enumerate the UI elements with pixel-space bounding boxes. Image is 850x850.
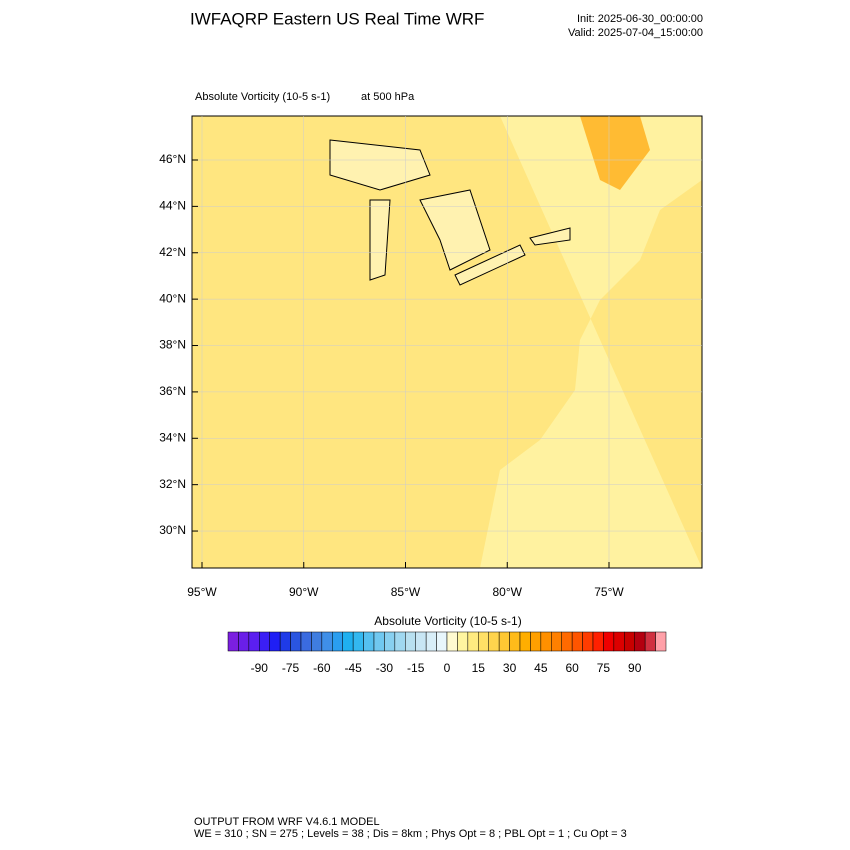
- lon-tick-label: 75°W: [594, 585, 624, 599]
- lat-tick-label: 36°N: [159, 384, 186, 398]
- lat-tick-label: 34°N: [159, 430, 186, 444]
- colorbar-tick-label: -45: [344, 661, 362, 675]
- map-frame: [191, 115, 703, 569]
- ocean: [480, 116, 702, 568]
- colorbar-box: [342, 631, 354, 652]
- lon-tick-label: 80°W: [493, 585, 523, 599]
- colorbar-box: [603, 631, 615, 652]
- colorbar-box: [311, 631, 323, 652]
- init-time: Init: 2025-06-30_00:00:00: [577, 13, 703, 25]
- valid-time: Valid: 2025-07-04_15:00:00: [568, 27, 703, 39]
- lat-tick-label: 46°N: [159, 152, 186, 166]
- colorbar-box: [394, 631, 406, 652]
- colorbar-box: [519, 631, 531, 652]
- colorbar-box: [332, 631, 343, 652]
- colorbar-box: [373, 631, 385, 652]
- colorbar-box: [561, 631, 573, 652]
- colorbar-box: [592, 631, 604, 652]
- colorbar-tick-label: -90: [251, 661, 269, 675]
- level-label: at 500 hPa: [361, 91, 415, 103]
- colorbar-box: [634, 631, 646, 652]
- colorbar-tick-label: 75: [597, 661, 611, 675]
- lake-michigan: [369, 199, 391, 281]
- lon-tick-label: 90°W: [289, 585, 319, 599]
- colorbar-box: [290, 631, 302, 652]
- colorbar-box: [530, 631, 542, 652]
- colorbar-box: [279, 631, 291, 652]
- colorbar-box: [363, 631, 375, 652]
- colorbar-box: [478, 631, 489, 652]
- lon-tick-label: 95°W: [187, 585, 217, 599]
- colorbar-box: [415, 631, 427, 652]
- lake-superior: [329, 139, 431, 191]
- footer-line: OUTPUT FROM WRF V4.6.1 MODEL: [194, 816, 380, 828]
- lat-tick-label: 44°N: [159, 199, 186, 213]
- colorbar-tick-label: 30: [503, 661, 517, 675]
- colorbar-box: [655, 631, 667, 652]
- colorbar-box: [425, 631, 437, 652]
- colorbar-tick-label: 15: [472, 661, 486, 675]
- colorbar-title: Absolute Vorticity (10-5 s-1): [374, 614, 521, 628]
- colorbar-box: [582, 631, 594, 652]
- colorbar-box: [300, 631, 312, 652]
- lake-huron: [419, 189, 491, 271]
- colorbar-box: [436, 631, 448, 652]
- colorbar-box: [488, 631, 500, 652]
- colorbar-box: [613, 631, 625, 652]
- lat-tick-label: 30°N: [159, 523, 186, 537]
- title: IWFAQRP Eastern US Real Time WRF: [190, 9, 484, 28]
- colorbar-box: [259, 631, 270, 652]
- colorbar-tick-label: 0: [444, 661, 451, 675]
- colorbar-box: [384, 631, 396, 652]
- colorbar-box: [571, 631, 583, 652]
- colorbar-box: [540, 631, 552, 652]
- colorbar-tick-label: -15: [407, 661, 425, 675]
- footer-line: WE = 310 ; SN = 275 ; Levels = 38 ; Dis …: [194, 828, 627, 840]
- lake-ontario: [529, 227, 571, 246]
- colorbar-tick-label: 60: [565, 661, 579, 675]
- colorbar-box: [467, 631, 479, 652]
- lat-tick-label: 38°N: [159, 338, 186, 352]
- colorbar-box: [405, 631, 416, 652]
- colorbar-tick-label: -30: [376, 661, 394, 675]
- colorbar-box: [238, 631, 250, 652]
- colorbar-box: [457, 631, 469, 652]
- colorbar-box: [321, 631, 333, 652]
- lon-tick-label: 85°W: [391, 585, 421, 599]
- colorbar-tick-label: -60: [313, 661, 331, 675]
- colorbar-box: [624, 631, 635, 652]
- colorbar-box: [248, 631, 260, 652]
- colorbar-box: [352, 631, 364, 652]
- vorticity-max: [580, 116, 650, 190]
- field-label: Absolute Vorticity (10-5 s-1): [195, 91, 330, 103]
- colorbar-tick-label: 45: [534, 661, 548, 675]
- colorbar-box: [269, 631, 281, 652]
- colorbar-box: [227, 631, 239, 652]
- map: [191, 115, 703, 569]
- lat-tick-label: 40°N: [159, 291, 186, 305]
- colorbar-box: [509, 631, 521, 652]
- colorbar-box: [644, 631, 656, 652]
- lat-tick-label: 42°N: [159, 245, 186, 259]
- lat-tick-label: 32°N: [159, 477, 186, 491]
- colorbar-tick-label: 90: [628, 661, 642, 675]
- colorbar-box: [551, 631, 562, 652]
- colorbar-box: [446, 631, 458, 652]
- colorbar-box: [498, 631, 510, 652]
- colorbar-tick-label: -75: [282, 661, 300, 675]
